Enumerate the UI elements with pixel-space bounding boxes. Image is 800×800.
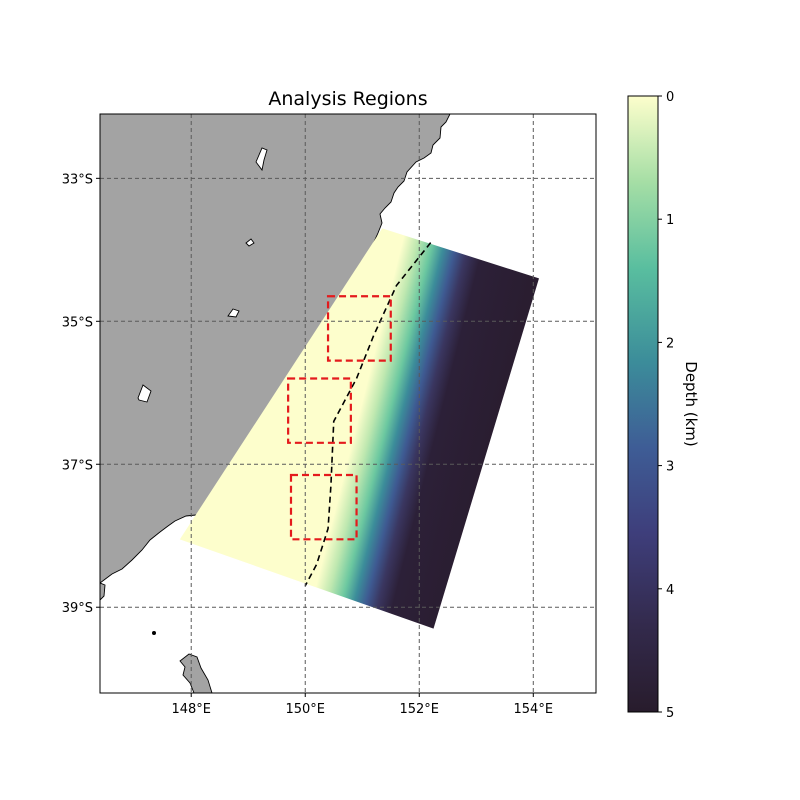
- map-title: Analysis Regions: [268, 88, 427, 110]
- y-tick-labels: 33°S 35°S 37°S 39°S: [62, 172, 100, 616]
- y-tick-label: 33°S: [62, 172, 93, 187]
- x-tick-label: 152°E: [399, 702, 439, 717]
- dashed-contour: [304, 242, 432, 587]
- analysis-region-2: [287, 377, 352, 444]
- colorbar-tick-label: 5: [666, 706, 674, 721]
- lake-3: [227, 308, 240, 318]
- colorbar-gradient: [627, 95, 659, 713]
- colorbar-tick-label: 2: [666, 336, 674, 351]
- colorbar-label: Depth (km): [682, 361, 700, 446]
- y-tick-label: 39°S: [62, 601, 93, 616]
- map-axes: 148°E 150°E 152°E 154°E 33°S 35°S 37°S 39°S: [62, 113, 597, 717]
- lake-2: [245, 238, 255, 247]
- lake-1: [255, 147, 268, 172]
- x-tick-label: 154°E: [514, 702, 554, 717]
- ocean-depth-field: [179, 228, 539, 629]
- islet: [152, 631, 156, 635]
- land-south: [100, 582, 106, 601]
- y-tick-label: 37°S: [62, 458, 93, 473]
- y-tick-label: 35°S: [62, 315, 93, 330]
- map-frame: [99, 113, 597, 694]
- analysis-regions: [287, 295, 392, 541]
- colorbar: 0 1 2 3 4 5 Depth (km): [627, 90, 700, 721]
- land-flinders-island: [179, 653, 213, 693]
- gridlines: [100, 114, 596, 693]
- x-tick-label: 148°E: [171, 702, 211, 717]
- colorbar-tick-label: 1: [666, 213, 674, 228]
- analysis-region-1: [326, 295, 392, 362]
- colorbar-ticks: 0 1 2 3 4 5: [658, 90, 674, 721]
- lake-4: [137, 384, 152, 403]
- colorbar-tick-label: 3: [666, 460, 674, 475]
- x-tick-labels: 148°E 150°E 152°E 154°E: [171, 693, 553, 717]
- colorbar-tick-label: 0: [666, 90, 674, 105]
- colorbar-tick-label: 4: [666, 583, 674, 598]
- x-tick-label: 150°E: [285, 702, 325, 717]
